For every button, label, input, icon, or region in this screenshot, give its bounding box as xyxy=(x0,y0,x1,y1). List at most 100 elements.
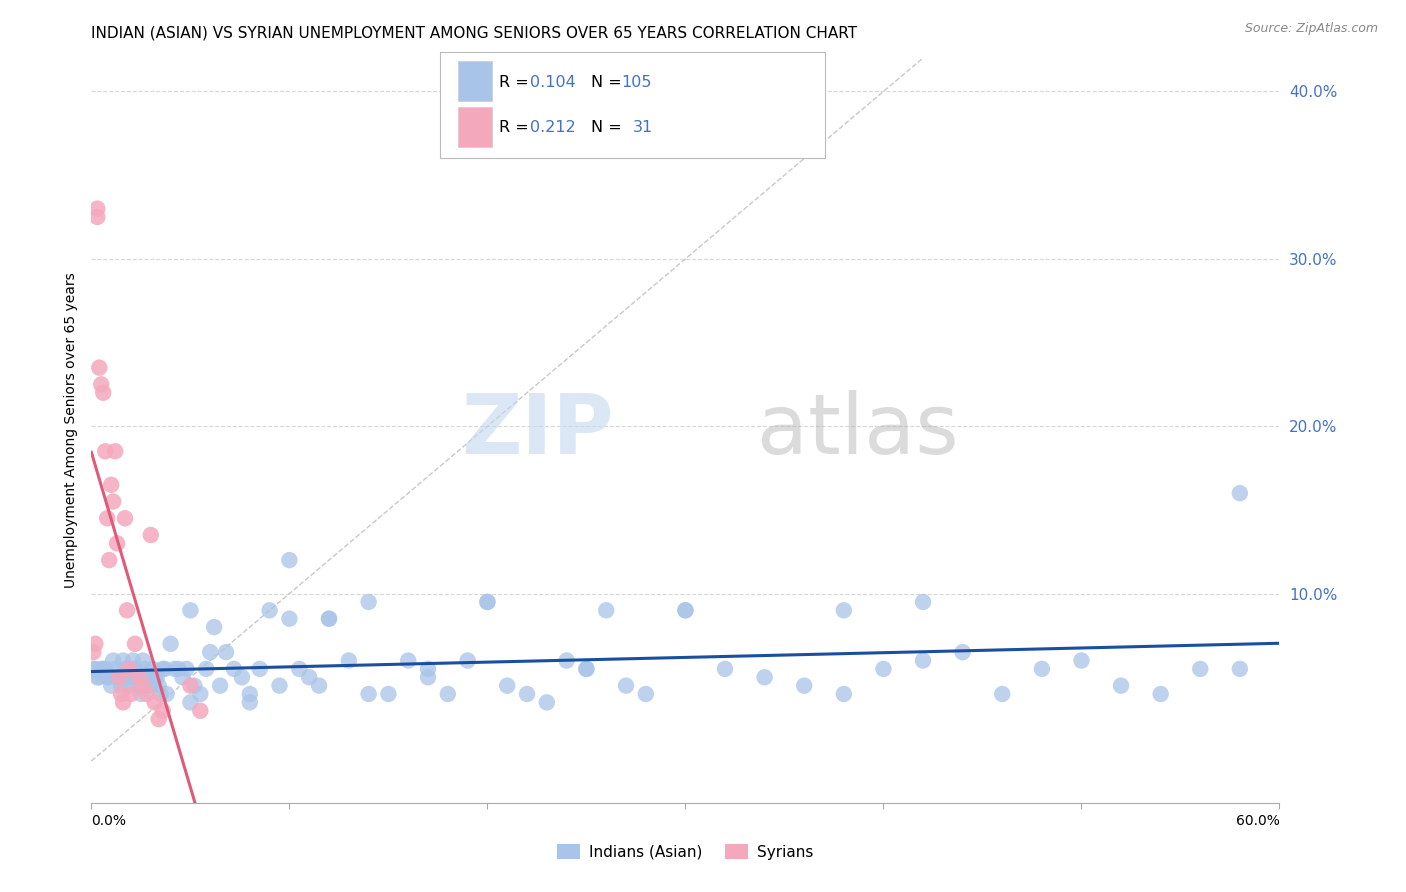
Text: N =: N = xyxy=(591,120,627,135)
Syrians xyxy=(86,202,108,216)
Indians (Asian) xyxy=(288,662,311,676)
Indians (Asian) xyxy=(1229,486,1251,500)
Indians (Asian) xyxy=(114,662,136,676)
Syrians xyxy=(105,536,128,550)
Indians (Asian) xyxy=(239,687,262,701)
Indians (Asian) xyxy=(84,662,107,676)
Indians (Asian) xyxy=(308,679,330,693)
Indians (Asian) xyxy=(1150,687,1173,701)
Syrians xyxy=(114,511,136,525)
Indians (Asian) xyxy=(416,670,439,684)
Indians (Asian) xyxy=(457,654,479,668)
Indians (Asian) xyxy=(754,670,776,684)
Indians (Asian) xyxy=(416,662,439,676)
Indians (Asian) xyxy=(436,687,458,701)
Indians (Asian) xyxy=(673,603,696,617)
Indians (Asian) xyxy=(96,670,118,684)
Indians (Asian) xyxy=(122,654,145,668)
Indians (Asian) xyxy=(167,662,190,676)
Indians (Asian) xyxy=(575,662,598,676)
Syrians xyxy=(139,528,162,542)
Indians (Asian) xyxy=(86,670,108,684)
Indians (Asian) xyxy=(614,679,637,693)
Indians (Asian) xyxy=(496,679,519,693)
Indians (Asian) xyxy=(98,670,121,684)
Indians (Asian) xyxy=(249,662,271,676)
Indians (Asian) xyxy=(536,695,558,709)
Text: R =: R = xyxy=(499,75,534,90)
Indians (Asian) xyxy=(139,679,162,693)
Text: N =: N = xyxy=(591,75,627,90)
Syrians xyxy=(118,662,141,676)
Indians (Asian) xyxy=(128,679,150,693)
Syrians xyxy=(86,210,108,224)
Indians (Asian) xyxy=(634,687,657,701)
Indians (Asian) xyxy=(105,670,128,684)
Indians (Asian) xyxy=(142,662,165,676)
Indians (Asian) xyxy=(135,670,157,684)
Indians (Asian) xyxy=(156,687,179,701)
Indians (Asian) xyxy=(357,595,380,609)
Syrians xyxy=(90,377,112,392)
Indians (Asian) xyxy=(90,662,112,676)
Indians (Asian) xyxy=(163,662,186,676)
Indians (Asian) xyxy=(172,670,194,684)
Syrians xyxy=(188,704,211,718)
Indians (Asian) xyxy=(1070,654,1092,668)
Syrians xyxy=(104,444,127,458)
Indians (Asian) xyxy=(911,595,934,609)
Indians (Asian) xyxy=(714,662,737,676)
Indians (Asian) xyxy=(195,662,218,676)
Indians (Asian) xyxy=(143,670,166,684)
Indians (Asian) xyxy=(148,679,170,693)
Syrians xyxy=(120,687,142,701)
Indians (Asian) xyxy=(145,670,167,684)
Indians (Asian) xyxy=(673,603,696,617)
Text: 0.212: 0.212 xyxy=(530,120,576,135)
Text: ZIP: ZIP xyxy=(461,390,614,471)
Syrians xyxy=(96,511,118,525)
Indians (Asian) xyxy=(82,662,104,676)
Indians (Asian) xyxy=(125,670,148,684)
Indians (Asian) xyxy=(152,662,174,676)
Indians (Asian) xyxy=(110,679,132,693)
Text: 105: 105 xyxy=(621,75,652,90)
Syrians xyxy=(89,360,111,375)
Indians (Asian) xyxy=(595,603,617,617)
Text: atlas: atlas xyxy=(756,390,959,471)
Syrians xyxy=(124,637,146,651)
Indians (Asian) xyxy=(231,670,253,684)
Indians (Asian) xyxy=(872,662,894,676)
Syrians xyxy=(110,687,132,701)
Text: Source: ZipAtlas.com: Source: ZipAtlas.com xyxy=(1244,22,1378,36)
Indians (Asian) xyxy=(318,612,340,626)
Text: INDIAN (ASIAN) VS SYRIAN UNEMPLOYMENT AMONG SENIORS OVER 65 YEARS CORRELATION CH: INDIAN (ASIAN) VS SYRIAN UNEMPLOYMENT AM… xyxy=(91,25,858,40)
Text: 0.0%: 0.0% xyxy=(91,814,127,828)
Syrians xyxy=(94,444,117,458)
Indians (Asian) xyxy=(832,687,855,701)
Syrians xyxy=(148,712,170,726)
Indians (Asian) xyxy=(91,662,114,676)
Indians (Asian) xyxy=(129,687,152,701)
Indians (Asian) xyxy=(477,595,499,609)
Indians (Asian) xyxy=(89,670,111,684)
Indians (Asian) xyxy=(318,612,340,626)
Indians (Asian) xyxy=(115,670,138,684)
Indians (Asian) xyxy=(209,679,232,693)
Indians (Asian) xyxy=(132,654,155,668)
Syrians xyxy=(112,695,135,709)
Indians (Asian) xyxy=(1031,662,1053,676)
Indians (Asian) xyxy=(215,645,238,659)
Indians (Asian) xyxy=(100,679,122,693)
Indians (Asian) xyxy=(396,654,419,668)
Indians (Asian) xyxy=(179,603,201,617)
Indians (Asian) xyxy=(1229,662,1251,676)
Indians (Asian) xyxy=(239,695,262,709)
Syrians xyxy=(132,679,155,693)
Indians (Asian) xyxy=(1189,662,1212,676)
Syrians xyxy=(135,687,157,701)
Indians (Asian) xyxy=(138,679,160,693)
Indians (Asian) xyxy=(108,670,131,684)
Syrians xyxy=(101,494,124,508)
Y-axis label: Unemployment Among Seniors over 65 years: Unemployment Among Seniors over 65 years xyxy=(63,273,77,588)
